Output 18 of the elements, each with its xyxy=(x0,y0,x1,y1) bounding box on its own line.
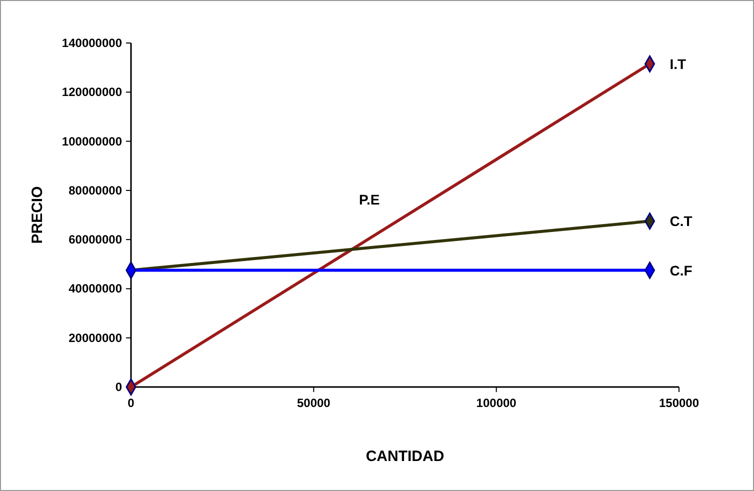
series-label: I.T xyxy=(670,56,687,72)
y-tick-label: 0 xyxy=(115,380,122,394)
series-label: C.T xyxy=(670,213,693,230)
annotation: P.E xyxy=(358,192,380,208)
y-tick-label: 140000000 xyxy=(62,36,122,50)
x-tick-label: 0 xyxy=(128,396,135,410)
x-tick-label: 150000 xyxy=(658,396,700,410)
series-label: C.F xyxy=(670,262,693,278)
y-tick-label: 60000000 xyxy=(68,232,122,247)
y-axis-title: PRECIO xyxy=(29,186,46,244)
y-tick-label: 100000000 xyxy=(62,134,122,148)
y-tick-label: 120000000 xyxy=(62,85,122,100)
y-tick-label: 80000000 xyxy=(68,183,122,198)
y-tick-label: 20000000 xyxy=(68,330,122,345)
x-tick-label: 50000 xyxy=(296,396,331,410)
x-axis-title: CANTIDAD xyxy=(366,448,444,465)
y-tick-label: 40000000 xyxy=(68,282,122,296)
x-tick-label: 100000 xyxy=(476,396,517,410)
